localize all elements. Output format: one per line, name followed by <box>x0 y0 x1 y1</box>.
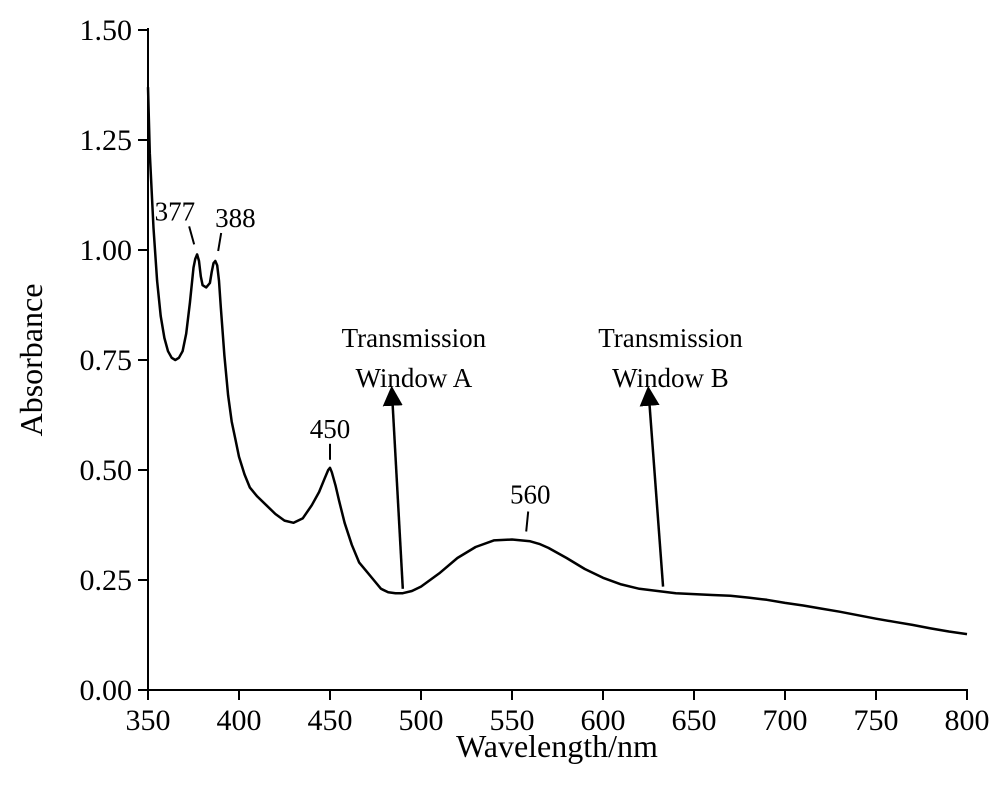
peak-label: 450 <box>310 414 351 444</box>
peak-leader-line <box>217 232 223 252</box>
annotation-layer: 377 388 450 560 Transmission Window A Transmis… <box>155 196 743 589</box>
y-tick-label: 0.25 <box>80 564 133 597</box>
series-layer <box>146 87 968 636</box>
peak-label: 377 <box>155 196 196 226</box>
window-arrow <box>639 385 665 587</box>
peak-leader-line <box>188 226 196 245</box>
x-tick-label: 350 <box>126 704 171 737</box>
y-tick-label: 1.25 <box>80 124 133 157</box>
peak-label: 560 <box>510 480 551 510</box>
x-tick-label: 750 <box>854 704 899 737</box>
y-tick-label: 0.50 <box>80 454 133 487</box>
x-axis-label: Wavelength/nm <box>456 728 658 764</box>
x-tick-label: 400 <box>217 704 262 737</box>
y-tick-label: 1.50 <box>80 14 133 47</box>
y-tick-label: 0.75 <box>80 344 133 377</box>
absorbance-line <box>146 87 968 636</box>
window-arrow <box>382 385 405 589</box>
x-tick-label: 800 <box>945 704 990 737</box>
y-axis-label: Absorbance <box>13 284 49 437</box>
peak-leader-line <box>525 511 530 532</box>
x-tick-label: 550 <box>490 704 535 737</box>
x-tick-label: 600 <box>581 704 626 737</box>
tick-labels: 0.00 0.25 0.50 0.75 1.00 1.25 1.50 350 400 450 500… <box>80 14 990 737</box>
window-label: Window A <box>356 363 473 393</box>
axes <box>138 28 968 700</box>
peak-label: 388 <box>215 203 256 233</box>
y-tick-label: 1.00 <box>80 234 133 267</box>
x-tick-label: 650 <box>672 704 717 737</box>
window-label: Transmission <box>598 323 743 353</box>
window-label: Window B <box>612 363 729 393</box>
window-label: Transmission <box>342 323 487 353</box>
x-tick-label: 700 <box>763 704 808 737</box>
x-tick-label: 500 <box>399 704 444 737</box>
y-tick-label: 0.00 <box>80 674 133 707</box>
x-tick-label: 450 <box>308 704 353 737</box>
